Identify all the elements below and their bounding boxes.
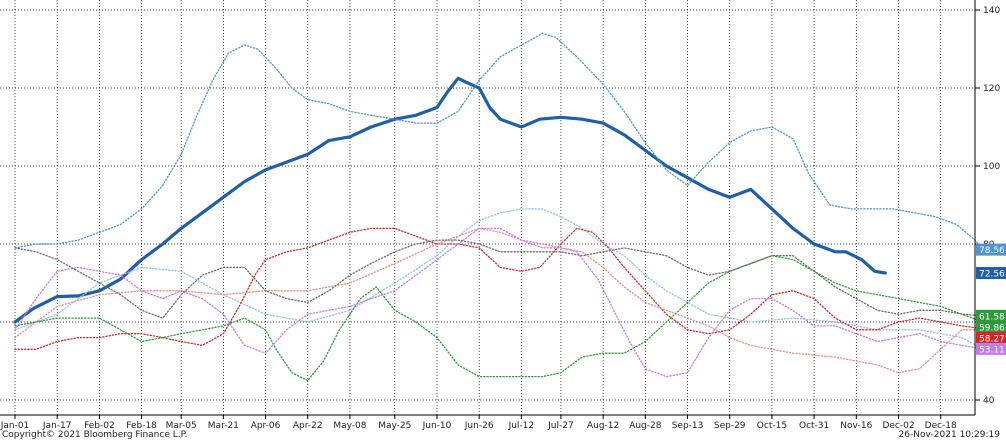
series-line-7 xyxy=(14,239,984,323)
axis-layer: 406080100120140Jan-01Jan-17Feb-02Feb-18M… xyxy=(0,0,1000,430)
series-line-0 xyxy=(13,76,887,324)
x-tick-label: Jun-26 xyxy=(464,421,494,430)
x-tick-label: Jun-10 xyxy=(422,421,452,430)
series-line-2 xyxy=(14,208,984,350)
x-tick-label: Jan-17 xyxy=(42,421,72,430)
last-value-box xyxy=(976,243,1006,256)
y-tick-label: 120 xyxy=(983,84,1000,94)
line-chart: 406080100120140Jan-01Jan-17Feb-02Feb-18M… xyxy=(0,0,1006,430)
x-tick-label: Oct-15 xyxy=(757,421,787,430)
timestamp-text: 26-Nov-2021 10:29:19 xyxy=(898,430,1000,440)
x-tick-label: Jul-27 xyxy=(547,421,574,430)
x-tick-label: May-08 xyxy=(333,421,366,430)
x-tick-label: Oct-31 xyxy=(799,421,829,430)
series-line-1 xyxy=(14,32,984,251)
x-tick-label: Sep-13 xyxy=(672,421,704,430)
x-tick-label: Dec-02 xyxy=(882,421,914,430)
last-value-label: 78.56 xyxy=(979,246,1005,256)
series-layer xyxy=(13,32,984,382)
last-value-box xyxy=(976,267,1006,280)
x-tick-label: Feb-18 xyxy=(126,421,157,430)
series-line-6 xyxy=(14,227,984,378)
y-tick-label: 40 xyxy=(983,396,995,406)
last-value-box xyxy=(976,331,1006,344)
x-tick-label: Nov-16 xyxy=(840,421,872,430)
y-tick-label: 100 xyxy=(983,162,1000,172)
series-line-3 xyxy=(14,227,984,350)
last-value-box xyxy=(976,309,1006,322)
x-tick-label: Mar-05 xyxy=(166,421,197,430)
last-value-label: 72.56 xyxy=(979,270,1005,280)
x-tick-label: Jul-12 xyxy=(508,421,535,430)
x-tick-label: Mar-21 xyxy=(208,421,239,430)
x-tick-label: Feb-02 xyxy=(84,421,115,430)
series-line-5 xyxy=(14,255,984,382)
last-value-box xyxy=(976,342,1006,355)
x-tick-label: Sep-29 xyxy=(714,421,746,430)
x-tick-label: Apr-22 xyxy=(293,421,323,430)
y-tick-label: 140 xyxy=(983,6,1000,16)
x-tick-label: Dec-18 xyxy=(925,421,957,430)
last-value-label: 53.11 xyxy=(979,345,1005,355)
copyright-text: Copyright© 2021 Bloomberg Finance L.P. xyxy=(2,430,188,440)
x-tick-label: May-25 xyxy=(378,421,411,430)
x-tick-label: Aug-28 xyxy=(629,421,662,430)
grid-layer xyxy=(0,0,975,415)
last-value-label: 61.58 xyxy=(979,312,1005,322)
x-tick-label: Aug-12 xyxy=(587,421,619,430)
last-value-label: 59.86 xyxy=(979,323,1005,333)
last-value-label: 58.27 xyxy=(979,334,1005,344)
last-value-box xyxy=(976,320,1006,333)
series-line-4 xyxy=(14,227,984,374)
x-tick-label: Apr-06 xyxy=(251,421,281,430)
x-tick-label: Jan-01 xyxy=(0,421,29,430)
